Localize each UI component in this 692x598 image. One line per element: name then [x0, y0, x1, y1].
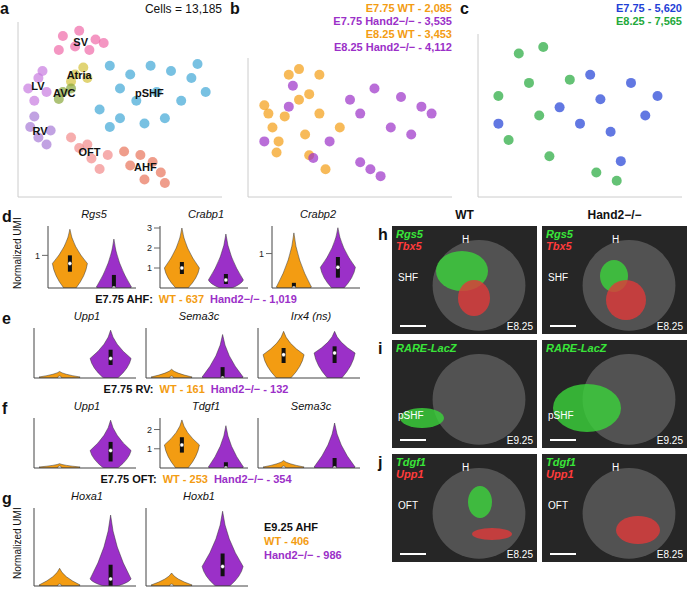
html-text:E8.25 WT - 3,453: E8.25 WT - 3,453	[365, 28, 452, 40]
html-text:E7.75 Hand2−/− - 3,535: E7.75 Hand2−/− - 3,535	[333, 15, 452, 27]
html-text:Sema3c: Sema3c	[178, 310, 220, 322]
html-text:d: d	[2, 208, 12, 225]
html-text:Upp1: Upp1	[396, 468, 424, 480]
html-text:E8.25: E8.25	[506, 549, 533, 560]
html-text:Rgs5: Rgs5	[81, 208, 107, 220]
svg-text:2: 2	[147, 425, 152, 435]
html-text:f: f	[2, 400, 8, 417]
svg-text:SV: SV	[73, 36, 88, 48]
html-text:RARE-LacZ: RARE-LacZ	[546, 342, 607, 354]
svg-text:3: 3	[147, 223, 152, 233]
html-text:E7.75 RV:: E7.75 RV:	[103, 383, 154, 395]
html-text:i: i	[378, 340, 383, 357]
html-text:e: e	[2, 310, 11, 327]
svg-text:AVC: AVC	[53, 87, 75, 99]
html-text:OFT: OFT	[548, 500, 568, 511]
html-text:H: H	[462, 234, 470, 245]
svg-text:AHF: AHF	[134, 161, 157, 173]
html-text:Hoxb1: Hoxb1	[183, 490, 215, 502]
svg-text:1: 1	[259, 249, 264, 259]
html-text:E9.25: E9.25	[506, 435, 533, 446]
html-text:Irx4 (ns): Irx4 (ns)	[290, 310, 332, 322]
html-text:Cells = 13,185: Cells = 13,185	[144, 2, 222, 16]
html-text:Hand2−/− - 1,019: Hand2−/− - 1,019	[210, 293, 297, 305]
svg-text:LV: LV	[31, 80, 45, 92]
html-text:b: b	[230, 0, 240, 17]
svg-text:1: 1	[147, 444, 152, 454]
html-text:WT - 161: WT - 161	[159, 383, 205, 395]
html-text:Hand2−/−: Hand2−/−	[587, 208, 642, 222]
html-text:Rgs5: Rgs5	[546, 228, 573, 240]
svg-text:Atria: Atria	[67, 69, 93, 81]
html-text:SHF: SHF	[398, 272, 418, 283]
svg-text:2: 2	[147, 243, 152, 253]
html-text:H: H	[612, 462, 620, 473]
svg-text:RV: RV	[32, 125, 48, 137]
html-text:c: c	[460, 0, 469, 17]
html-text:j: j	[378, 454, 383, 471]
html-text:E7.75 AHF:: E7.75 AHF:	[95, 293, 153, 305]
html-text:E8.25 Hand2−/− - 4,112: E8.25 Hand2−/− - 4,112	[334, 41, 452, 53]
html-text:Rgs5: Rgs5	[396, 228, 423, 240]
svg-text:1: 1	[147, 263, 152, 273]
html-text:WT - 637: WT - 637	[158, 293, 204, 305]
html-text:Upp1: Upp1	[73, 400, 101, 412]
html-text:SHF: SHF	[548, 272, 568, 283]
html-text:H: H	[462, 462, 470, 473]
html-text:E7.75 - 5,620: E7.75 - 5,620	[615, 2, 682, 14]
html-text:Tdgf1: Tdgf1	[546, 456, 576, 468]
html-text:E8.25: E8.25	[656, 549, 683, 560]
html-text:Hand2−/− - 132: Hand2−/− - 132	[210, 383, 289, 395]
html-text:Hand2−/− - 354: Hand2−/− - 354	[213, 473, 292, 485]
html-text:a: a	[0, 0, 9, 17]
html-text:h: h	[378, 226, 388, 243]
html-text:Upp1: Upp1	[73, 310, 101, 322]
html-text:OFT: OFT	[398, 500, 418, 511]
html-text:WT - 253: WT - 253	[162, 473, 208, 485]
html-text:H: H	[612, 234, 620, 245]
html-text:Upp1: Upp1	[546, 468, 574, 480]
html-text:WT: WT	[455, 208, 474, 222]
html-text:WT - 406: WT - 406	[264, 535, 310, 547]
html-text:pSHF: pSHF	[548, 410, 574, 421]
svg-text:1: 1	[35, 251, 40, 261]
html-text:Crabp1: Crabp1	[188, 208, 224, 220]
html-text:Hand2−/− - 986: Hand2−/− - 986	[264, 549, 342, 561]
html-text:Tbx5: Tbx5	[546, 240, 572, 252]
html-text:Normalized UMI: Normalized UMI	[12, 507, 23, 579]
html-text:pSHF: pSHF	[398, 410, 424, 421]
html-text:Sema3c: Sema3c	[290, 400, 332, 412]
html-text:Tbx5: Tbx5	[396, 240, 422, 252]
html-text:E8.25: E8.25	[506, 321, 533, 332]
html-text:Normalized UMI: Normalized UMI	[12, 217, 23, 289]
html-text:Tdgf1: Tdgf1	[396, 456, 426, 468]
html-text:g: g	[2, 490, 12, 507]
html-text:E7.75 OFT:: E7.75 OFT:	[100, 473, 157, 485]
svg-text:OFT: OFT	[78, 146, 100, 158]
html-text:E9.25 AHF: E9.25 AHF	[264, 521, 318, 533]
html-text:Hoxa1: Hoxa1	[71, 490, 103, 502]
html-text:E8.25: E8.25	[656, 321, 683, 332]
html-text:E7.75 WT - 2,085: E7.75 WT - 2,085	[365, 2, 452, 14]
html-text:E8.25 - 7,565: E8.25 - 7,565	[615, 15, 682, 27]
html-text:Tdgf1: Tdgf1	[191, 400, 221, 412]
html-text:Crabp2: Crabp2	[300, 208, 336, 220]
html-text:E9.25: E9.25	[656, 435, 683, 446]
svg-text:pSHF: pSHF	[135, 87, 164, 99]
html-text:RARE-LacZ: RARE-LacZ	[396, 342, 457, 354]
